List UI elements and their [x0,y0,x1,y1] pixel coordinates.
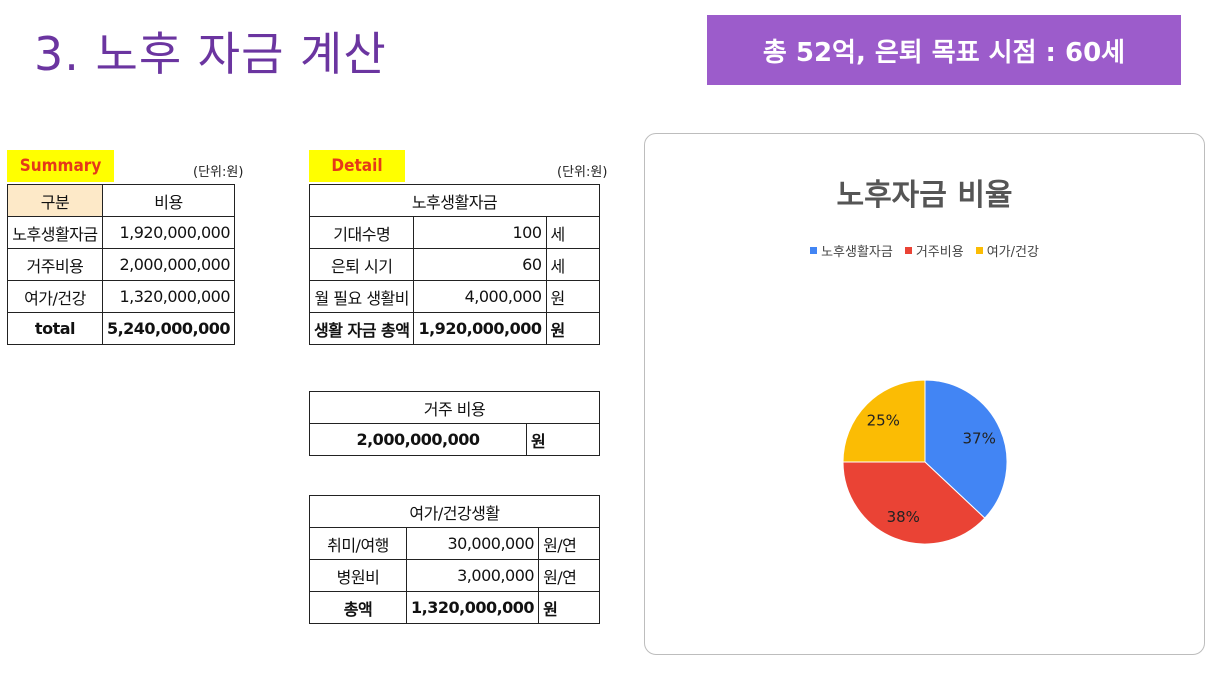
legend-swatch [810,247,818,254]
legend-label: 노후생활자금 [821,245,893,260]
leisure-health-table: 여가/건강생활 취미/여행 30,000,000 원/연 병원비 3,000,0… [309,495,600,624]
table-row: 노후생활자금 1,920,000,000 [7,216,236,249]
table-row: 취미/여행 30,000,000 원/연 [309,527,600,560]
table-row: 여가/건강 1,320,000,000 [7,280,236,313]
living-expense-title: 노후생활자금 [309,184,600,217]
legend-label: 여가/건강 [986,245,1039,260]
leisure-health-title: 여가/건강생활 [309,495,600,528]
summary-unit-label: (단위:원) [193,165,244,180]
pie-slice [842,461,986,545]
legend-label: 거주비용 [915,245,964,260]
retirement-goal-banner: 총 52억, 은퇴 목표 시점 : 60세 [707,15,1181,85]
detail-row-value: 4,000,000 [413,280,547,313]
table-row: 은퇴 시기 60 세 [308,248,601,281]
detail-tag: Detail [309,150,405,182]
table-row: 기대수명 100 세 [308,216,601,249]
legend-item: 여가/건강 [975,241,1039,260]
detail-row-value: 60 [413,248,547,281]
summary-row-label: 거주비용 [7,248,103,281]
pie-slice-label: 38% [887,508,920,526]
pie-slice-label: 25% [867,411,900,429]
detail-row-label: 기대수명 [308,216,415,249]
detail-row-value: 100 [413,216,547,249]
table-row: 2,000,000,000 원 [309,423,600,456]
legend-item: 노후생활자금 [810,241,893,260]
summary-row-label: 노후생활자금 [7,216,103,249]
summary-row-value: 2,000,000,000 [101,248,236,281]
detail-row-unit: 원 [545,280,601,313]
summary-total-value: 5,240,000,000 [101,312,236,345]
summary-total-row: total 5,240,000,000 [7,312,236,345]
living-expense-table: 노후생활자금 기대수명 100 세 은퇴 시기 60 세 월 필요 생활비 4,… [308,184,601,345]
living-total-label: 생활 자금 총액 [308,312,415,345]
pie-slice-label: 37% [963,430,996,448]
housing-cost-unit: 원 [526,423,600,456]
detail-unit-label: (단위:원) [557,165,608,180]
detail-row-label: 취미/여행 [309,527,407,560]
detail-row-unit: 세 [545,216,601,249]
leisure-total-unit: 원 [538,591,600,624]
legend-swatch [975,247,983,254]
summary-header-category: 구분 [7,184,103,217]
table-row: 거주비용 2,000,000,000 [7,248,236,281]
living-total-unit: 원 [545,312,601,345]
housing-cost-table: 거주 비용 2,000,000,000 원 [309,391,600,456]
pie-chart-card: 노후자금 비율 노후생활자금 거주비용 여가/건강 37% 38% 25% [644,133,1205,655]
detail-row-unit: 원/연 [538,527,600,560]
leisure-total-value: 1,320,000,000 [405,591,540,624]
living-total-row: 생활 자금 총액 1,920,000,000 원 [308,312,601,345]
living-total-value: 1,920,000,000 [413,312,547,345]
summary-row-label: 여가/건강 [7,280,103,313]
table-row: 월 필요 생활비 4,000,000 원 [308,280,601,313]
detail-row-value: 30,000,000 [405,527,540,560]
summary-tag: Summary [7,150,114,182]
chart-legend: 노후생활자금 거주비용 여가/건강 [645,241,1204,260]
detail-row-label: 월 필요 생활비 [308,280,415,313]
leisure-total-label: 총액 [309,591,407,624]
chart-title: 노후자금 비율 [836,178,1013,213]
summary-header-cost: 비용 [101,184,236,217]
detail-row-label: 은퇴 시기 [308,248,415,281]
page-title: 3. 노후 자금 계산 [34,27,387,81]
detail-row-unit: 세 [545,248,601,281]
summary-table: 구분 비용 노후생활자금 1,920,000,000 거주비용 2,000,00… [7,184,236,345]
leisure-total-row: 총액 1,320,000,000 원 [309,591,600,624]
detail-row-unit: 원/연 [538,559,600,592]
pie-slice [924,379,1008,519]
housing-cost-title: 거주 비용 [309,391,600,424]
pie-chart: 37% 38% 25% [842,379,1008,545]
legend-item: 거주비용 [904,241,964,260]
summary-row-value: 1,320,000,000 [101,280,236,313]
pie-slice [842,379,926,463]
detail-row-value: 3,000,000 [405,559,540,592]
table-row: 병원비 3,000,000 원/연 [309,559,600,592]
housing-cost-value: 2,000,000,000 [309,423,527,456]
summary-total-label: total [7,312,103,345]
detail-row-label: 병원비 [309,559,407,592]
summary-row-value: 1,920,000,000 [101,216,236,249]
legend-swatch [904,247,912,254]
